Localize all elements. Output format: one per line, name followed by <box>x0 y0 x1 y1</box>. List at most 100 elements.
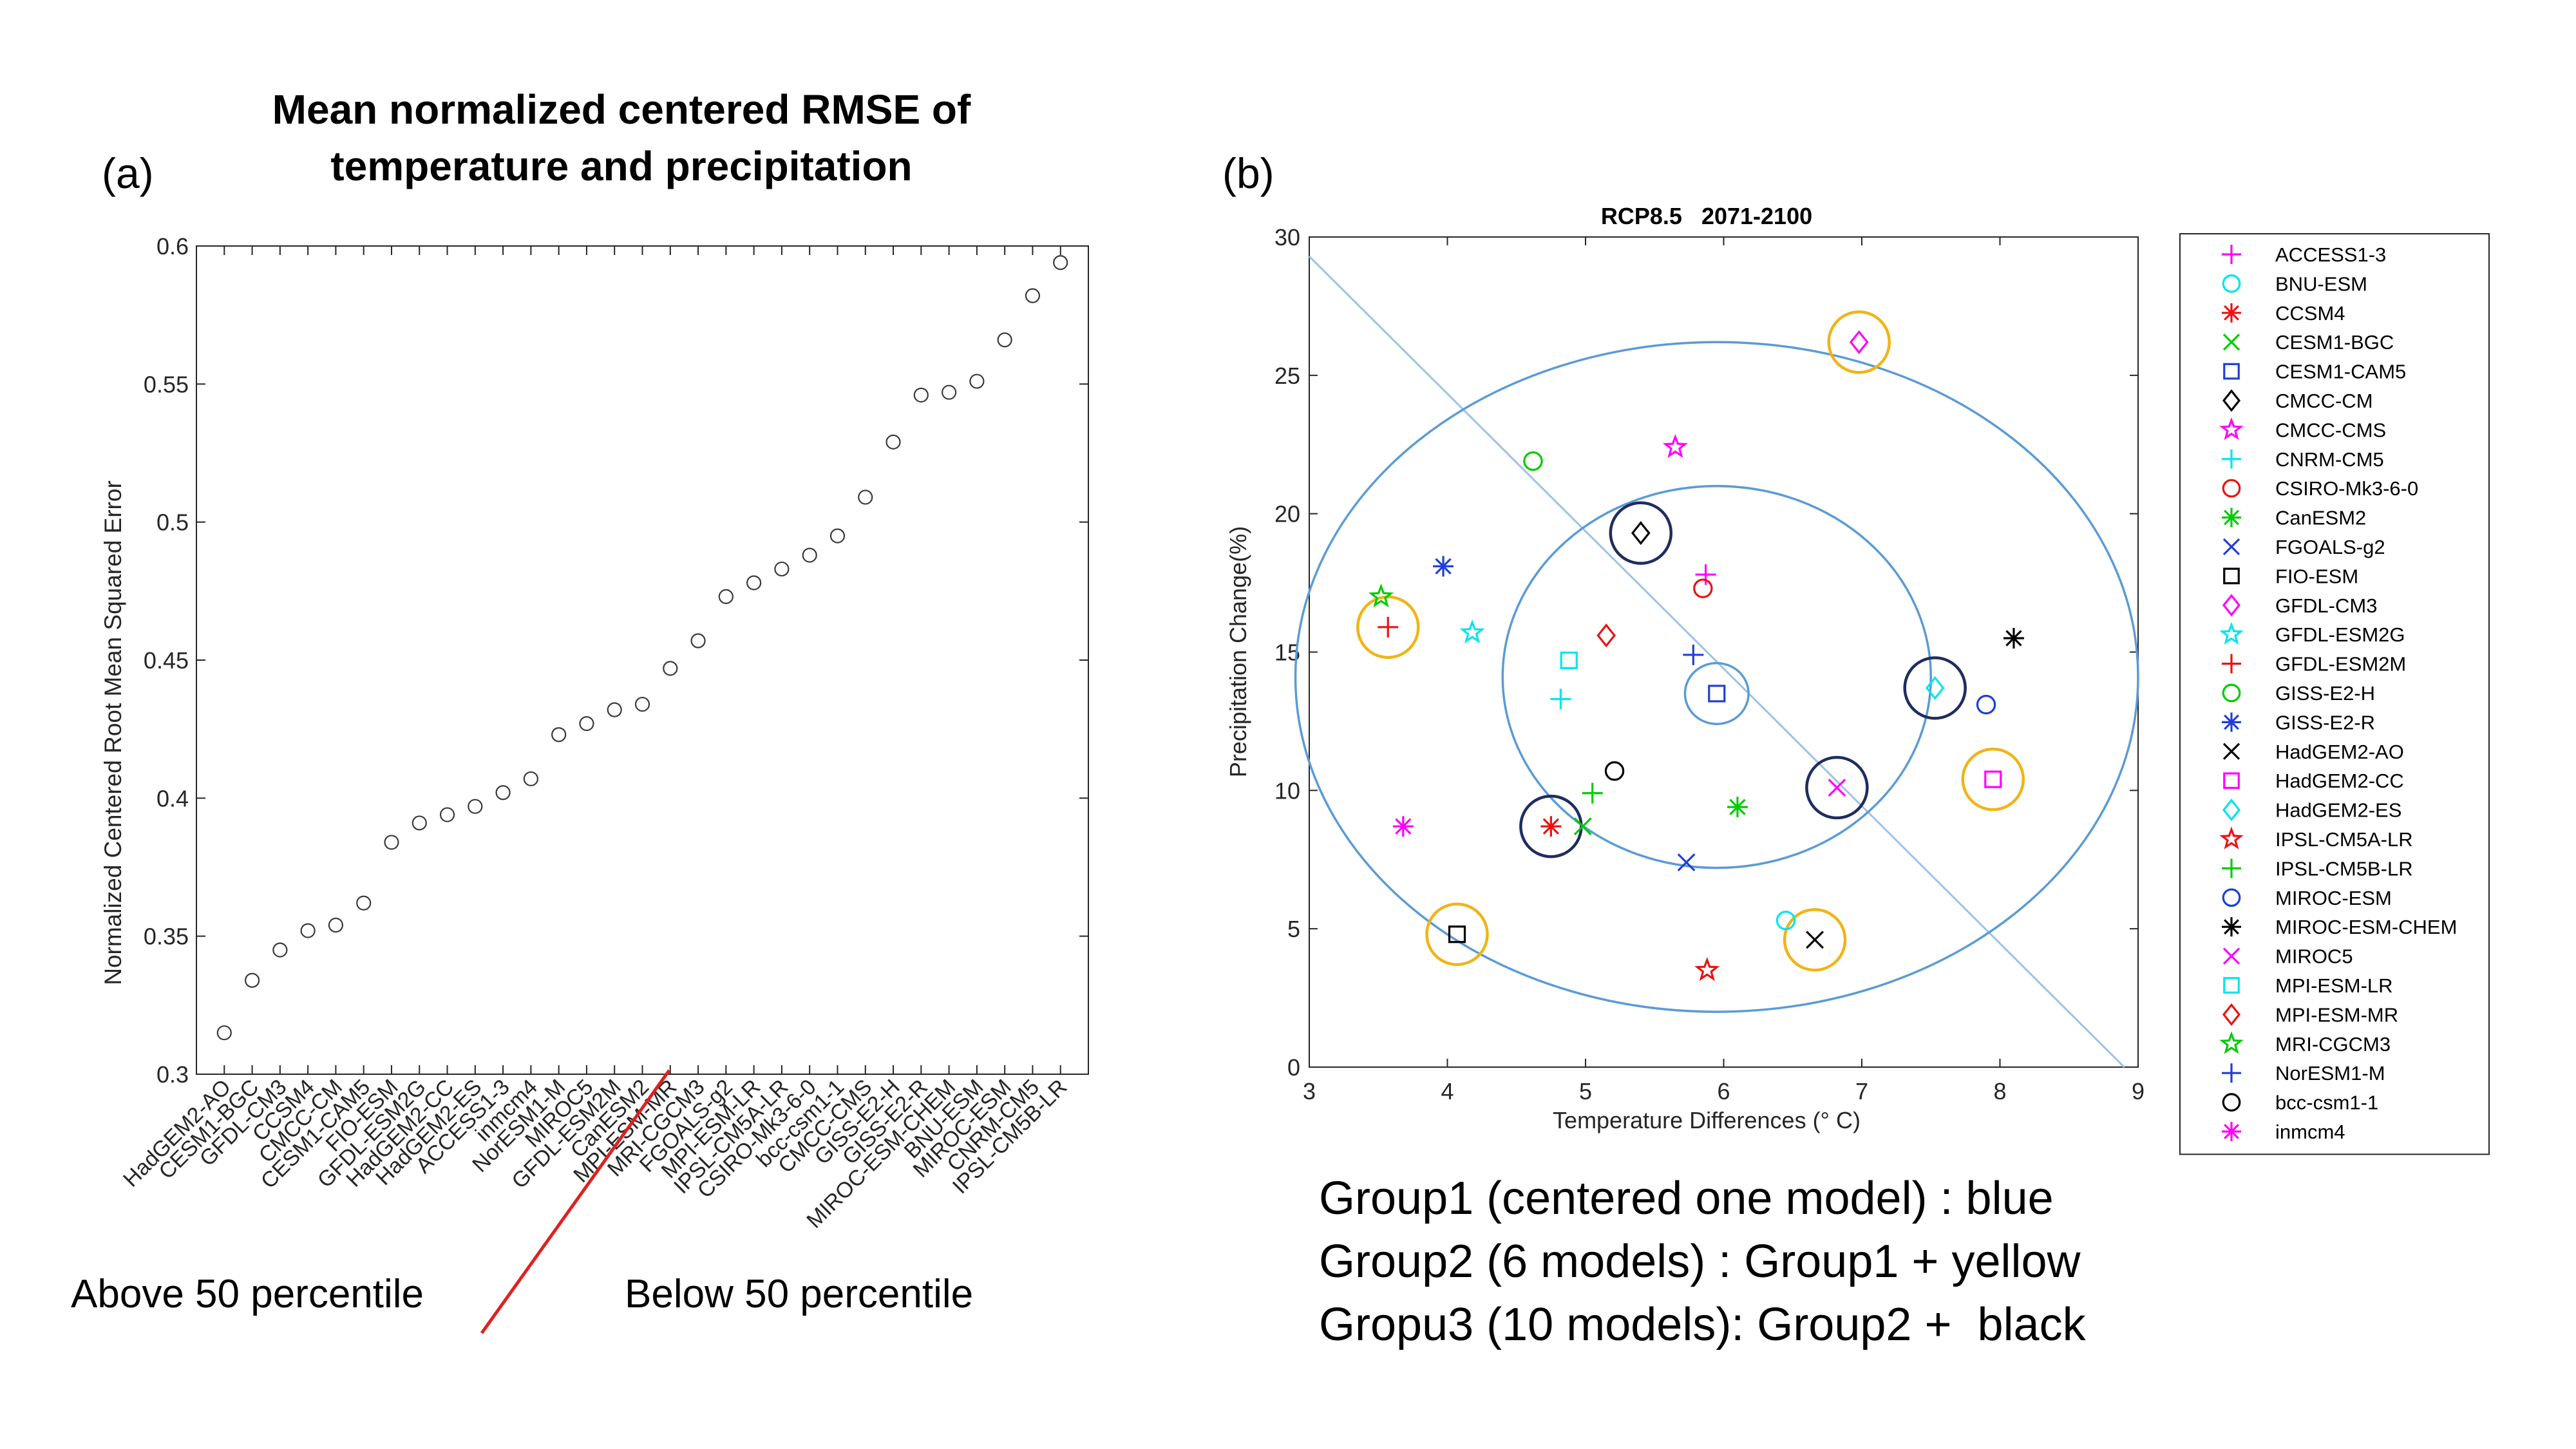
legend-marker-giss-e2-r-d2 <box>2224 714 2239 730</box>
y-tick-label: 0.5 <box>156 509 189 536</box>
highlight-ring-fio-esm <box>1425 902 1489 967</box>
legend-label-hadgem2-es: HadGEM2-ES <box>2275 799 2401 822</box>
legend-label-cesm1-cam5: CESM1-CAM5 <box>2275 361 2406 383</box>
legend-label-ipsl-cm5a-lr: IPSL-CM5A-LR <box>2275 828 2413 851</box>
highlight-ring-hadgem2-ao <box>1783 908 1847 972</box>
x-tick-label: 6 <box>1717 1078 1730 1104</box>
marker-mpi-esm-mr <box>1596 623 1616 648</box>
y-tick-label: 0.55 <box>144 371 189 397</box>
x-tick-label: 4 <box>1441 1078 1454 1104</box>
legend-marker-inmcm4 <box>2222 1122 2241 1141</box>
data-point-mpi-esm-lr <box>746 575 762 591</box>
x-tick-label: 9 <box>2132 1078 2145 1104</box>
y-tick-label: 25 <box>1274 363 1300 389</box>
legend-label-fgoals-g2: FGOALS-g2 <box>2275 536 2385 558</box>
marker-bnu-esm <box>1776 911 1796 931</box>
legend-marker-gfdl-esm2g <box>2219 621 2244 645</box>
marker-cnrm-cm5 <box>1550 688 1571 710</box>
legend-marker-giss-e2-r <box>2222 712 2241 732</box>
legend-marker-gfdl-esm2m <box>2222 654 2241 674</box>
marker-hadgem2-cc <box>1984 770 2002 788</box>
legend-marker-giss-e2-h-shape <box>2222 683 2241 703</box>
marker-miroc-esm-chem <box>2003 628 2024 649</box>
data-point-ipsl-cm5a-lr <box>774 561 790 577</box>
marker-bnu-esm-shape <box>1776 911 1796 931</box>
marker-mpi-esm-lr <box>1560 651 1578 669</box>
panel-b-xlabel: Temperature Differences (° C) <box>1553 1107 1861 1133</box>
data-point-gfdl-esm2g <box>412 815 427 831</box>
legend-marker-bnu-esm-shape <box>2222 274 2241 293</box>
legend-label-mpi-esm-mr: MPI-ESM-MR <box>2275 1003 2398 1026</box>
legend-marker-ipsl-cm5b-lr <box>2222 858 2241 878</box>
marker-hadgem2-es-shape <box>1925 676 1945 700</box>
data-point-cesm1-bgc <box>244 972 260 988</box>
legend-marker-cesm1-bgc-d2 <box>2222 334 2240 351</box>
legend-marker-cmcc-cms-shape <box>2219 417 2244 440</box>
panel-b-ylabel: Precipitation Change(%) <box>1225 526 1251 777</box>
panel-b-title: RCP8.5 2071-2100 <box>1601 203 1812 229</box>
legend-marker-miroc-esm <box>2222 888 2241 907</box>
y-tick-label: 0.4 <box>156 785 189 811</box>
percentile-divider-line <box>480 1069 671 1334</box>
legend-label-access1-3: ACCESS1-3 <box>2275 243 2386 266</box>
data-point-cmcc-cm <box>328 917 344 933</box>
legend-box <box>2179 233 2490 1155</box>
legend-label-hadgem2-ao: HadGEM2-AO <box>2275 741 2404 763</box>
legend-label-mpi-esm-lr: MPI-ESM-LR <box>2275 974 2393 997</box>
data-point-mpi-esm-mr <box>663 661 678 676</box>
legend-marker-hadgem2-ao <box>2222 743 2240 760</box>
data-point-miroc-esm <box>997 332 1012 348</box>
data-point-noresm1-m <box>551 727 567 743</box>
panel-a-title-line2: temperature and precipitation <box>330 143 912 189</box>
legend-marker-mpi-esm-lr-shape <box>2223 977 2240 994</box>
marker-inmcm4-d2 <box>1395 818 1412 835</box>
panel-b-label: (b) <box>1222 149 1274 197</box>
marker-mri-cgcm3 <box>1368 583 1394 608</box>
legend-marker-fgoals-g2-d2 <box>2222 538 2240 556</box>
legend-marker-giss-e2-h <box>2222 683 2241 703</box>
marker-cmcc-cms <box>1662 433 1688 459</box>
marker-ipsl-cm5b-lr <box>1582 782 1603 804</box>
legend-marker-csiro-mk3-6-0 <box>2222 478 2241 498</box>
legend-marker-ccsm4-d2 <box>2224 305 2239 321</box>
highlight-ring-hadgem2-cc <box>1961 747 2025 811</box>
marker-gfdl-esm2m <box>1378 616 1399 638</box>
marker-cesm1-bgc <box>1573 817 1592 836</box>
y-tick-label: 0.6 <box>156 233 189 260</box>
legend-marker-mpi-esm-mr <box>2222 1003 2241 1026</box>
marker-gfdl-cm3-shape <box>1849 330 1869 354</box>
panel-a-axes-box <box>196 245 1089 1075</box>
legend-marker-access1-3 <box>2222 245 2241 264</box>
data-point-hadgem2-ao <box>216 1025 232 1041</box>
marker-cesm1-cam5 <box>1708 685 1726 703</box>
data-point-bnu-esm <box>969 374 985 389</box>
marker-hadgem2-cc-shape <box>1984 770 2002 788</box>
legend-marker-ipsl-cm5a-lr-shape <box>2219 826 2244 849</box>
data-point-ipsl-cm5b-lr <box>1053 255 1068 270</box>
data-point-fio-esm <box>384 835 399 850</box>
legend-label-gfdl-esm2g: GFDL-ESM2G <box>2275 623 2405 646</box>
marker-access1-3 <box>1695 564 1716 585</box>
legend-label-inmcm4: inmcm4 <box>2275 1121 2345 1143</box>
marker-ipsl-cm5a-lr <box>1694 957 1720 981</box>
marker-hadgem2-ao <box>1806 931 1824 949</box>
legend-marker-hadgem2-cc <box>2223 772 2240 790</box>
marker-ccsm4 <box>1540 816 1562 837</box>
selection-circle-3 <box>1683 661 1750 725</box>
marker-giss-e2-r-d2 <box>1435 558 1452 574</box>
marker-miroc5 <box>1828 779 1846 797</box>
marker-giss-e2-r <box>1433 556 1454 577</box>
x-tick-label: 8 <box>1993 1078 2006 1104</box>
legend-marker-hadgem2-es-shape <box>2222 799 2241 822</box>
model-legend: ACCESS1-3 BNU-ESM CCSM4 CESM1-BGC CESM1-CAM5… <box>2179 233 2490 1155</box>
group-note-1: Group1 (centered one model) : blue <box>1319 1173 2054 1224</box>
legend-marker-hadgem2-cc-shape <box>2223 772 2240 790</box>
marker-cesm1-cam5-shape <box>1708 685 1726 703</box>
data-point-hadgem2-es <box>468 799 483 814</box>
legend-label-noresm1-m: NorESM1-M <box>2275 1062 2385 1084</box>
data-point-inmcm4 <box>523 771 538 786</box>
legend-marker-gfdl-cm3-shape <box>2222 594 2241 617</box>
marker-fio-esm-shape <box>1448 925 1466 943</box>
marker-giss-e2-h <box>1523 451 1543 471</box>
marker-miroc5-d2 <box>1828 779 1846 797</box>
